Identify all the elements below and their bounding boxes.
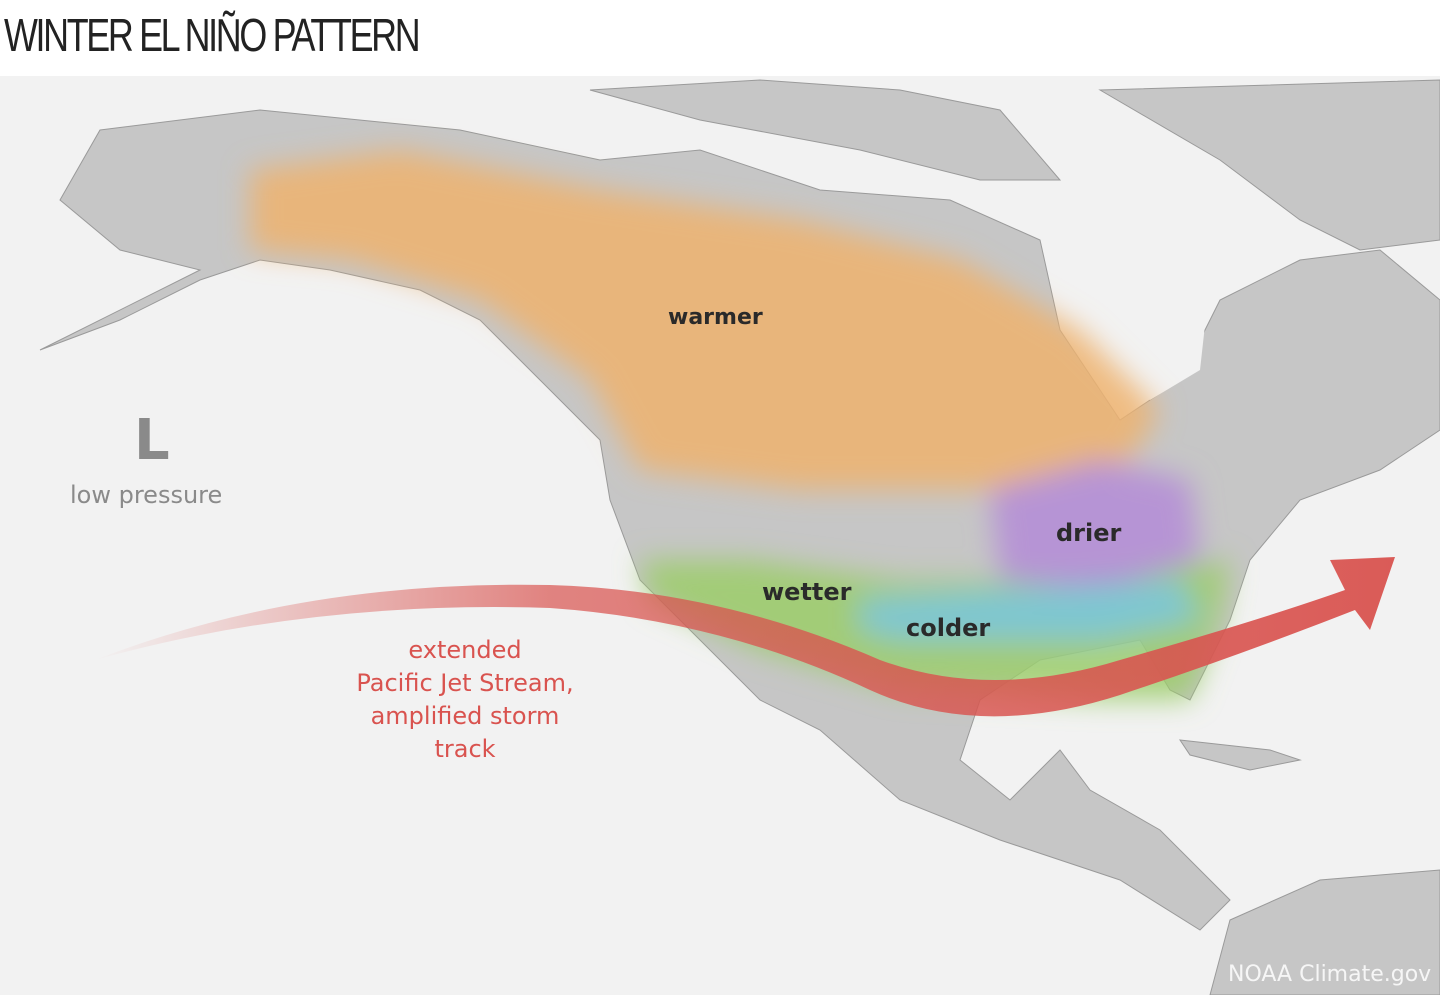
arctic-islands [589,79,1062,181]
land-masses [39,79,1440,996]
climate-regions [250,150,1230,700]
hudson-bay [1070,230,1210,400]
caribbean-islands [1178,739,1302,771]
colder-label: colder [906,614,991,642]
warmer-label: warmer [668,305,763,330]
jet-label-line: amplified storm [370,702,560,730]
map-graphic [39,79,1440,996]
low-pressure-label: low pressure [70,481,223,509]
colder-region [860,580,1200,640]
jet-stream-label: extended Pacific Jet Stream, amplified s… [315,634,615,766]
low-pressure-symbol: L [134,408,170,473]
map-area: warmer drier wetter colder L low pressur… [0,76,1440,996]
south-america [1209,869,1440,996]
greenland [1098,79,1440,251]
credit-watermark: NOAA Climate.gov [1228,962,1432,987]
jet-label-line: extended [408,636,522,664]
jet-label-line: track [434,735,496,763]
drier-region [990,460,1200,590]
jet-stream-arrow [95,557,1395,717]
wetter-label: wetter [762,578,852,606]
drier-label: drier [1056,519,1122,547]
warmer-region [250,150,1160,490]
map-title: WINTER EL NIÑO PATTERN [4,9,421,61]
jet-label-line: Pacific Jet Stream, [356,669,574,697]
